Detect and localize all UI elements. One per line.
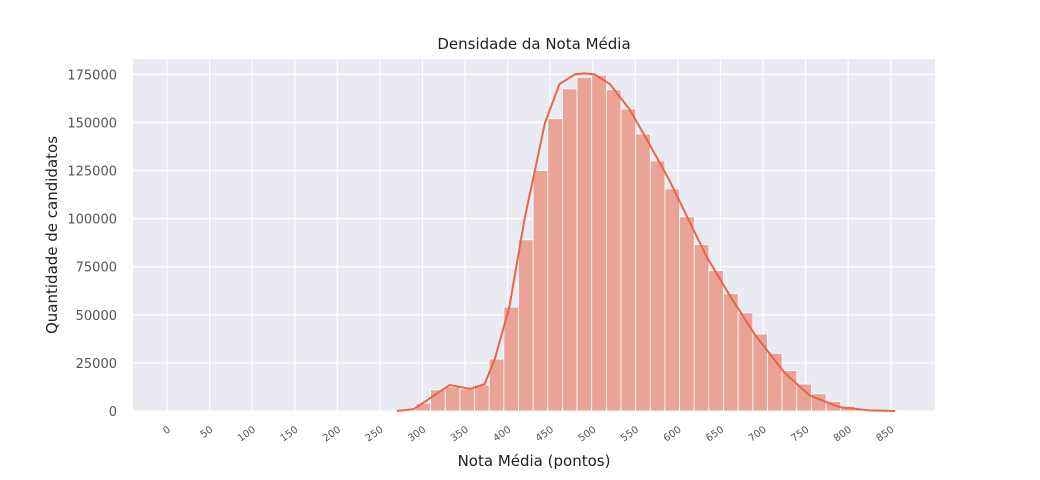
x-tick-label: 700 bbox=[747, 424, 769, 444]
x-tick-label: 300 bbox=[406, 424, 428, 444]
bar bbox=[767, 352, 783, 412]
x-tick-label: 150 bbox=[279, 424, 301, 444]
y-tick-label: 75000 bbox=[76, 261, 117, 276]
y-tick-label: 0 bbox=[109, 405, 117, 420]
x-tick-label: 800 bbox=[832, 424, 854, 444]
x-tick-label: 400 bbox=[491, 424, 513, 444]
bar bbox=[664, 188, 680, 412]
x-axis-label: Nota Média (pontos) bbox=[458, 452, 611, 470]
y-tick-label: 25000 bbox=[76, 357, 117, 372]
bar bbox=[576, 76, 593, 412]
x-tick-label: 350 bbox=[449, 424, 471, 444]
bar bbox=[503, 306, 519, 412]
x-tick-label: 200 bbox=[321, 424, 343, 444]
bar bbox=[796, 383, 812, 412]
bar bbox=[620, 108, 637, 412]
x-tick-label: 850 bbox=[874, 424, 896, 444]
bar bbox=[635, 133, 651, 412]
bar bbox=[605, 89, 622, 412]
chart-title: Densidade da Nota Média bbox=[437, 35, 630, 53]
x-tick-label: 450 bbox=[534, 424, 556, 444]
y-axis-label: Quantidade de candidatos bbox=[43, 136, 61, 334]
x-tick-label: 100 bbox=[236, 424, 258, 444]
x-tick-label: 0 bbox=[161, 424, 173, 437]
bar bbox=[518, 239, 534, 412]
x-tick-label: 600 bbox=[662, 424, 684, 444]
bar bbox=[693, 244, 710, 412]
bar bbox=[591, 74, 607, 412]
x-tick-label: 550 bbox=[619, 424, 641, 444]
bar bbox=[532, 170, 549, 412]
y-tick-label: 150000 bbox=[67, 116, 117, 131]
bar bbox=[752, 333, 768, 412]
bar bbox=[459, 388, 475, 412]
x-tick-label: 250 bbox=[364, 424, 386, 444]
bar bbox=[649, 160, 666, 412]
y-tick-label: 100000 bbox=[67, 213, 117, 228]
bar bbox=[679, 216, 695, 412]
bar bbox=[444, 386, 461, 412]
x-tick-label: 500 bbox=[577, 424, 599, 444]
bar bbox=[708, 270, 724, 412]
x-tick-label: 650 bbox=[704, 424, 726, 444]
bar bbox=[562, 88, 578, 412]
y-tick-label: 50000 bbox=[76, 309, 117, 324]
y-tick-label: 175000 bbox=[67, 68, 117, 83]
bar bbox=[474, 384, 490, 412]
bar bbox=[547, 118, 563, 412]
kde-line bbox=[396, 72, 896, 412]
bar bbox=[723, 293, 739, 412]
x-tick-label: 750 bbox=[789, 424, 811, 444]
y-tick-label: 125000 bbox=[67, 165, 117, 180]
x-tick-label: 50 bbox=[199, 424, 216, 440]
